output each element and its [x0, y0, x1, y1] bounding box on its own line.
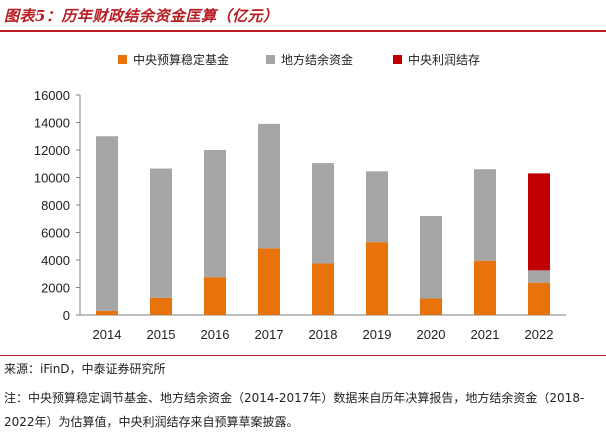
legend-swatch	[393, 55, 402, 64]
bar-segment	[528, 173, 550, 271]
y-tick-label: 2000	[41, 281, 70, 296]
bar-segment	[96, 136, 118, 311]
stacked-bar-chart: 中央预算稳定基金 地方结余资金 中央利润结存 0 2000 4000 6000 8000 10…	[34, 52, 566, 342]
x-tick-label: 2022	[525, 327, 554, 342]
legend-label: 中央利润结存	[408, 52, 480, 67]
x-tick-label: 2018	[309, 327, 338, 342]
footer-divider	[0, 355, 606, 356]
bars	[96, 123, 550, 315]
bar-segment	[312, 163, 334, 264]
bar-segment	[366, 242, 388, 315]
y-tick-label: 10000	[34, 171, 70, 186]
bar-segment	[150, 297, 172, 315]
bar-segment	[204, 277, 226, 315]
bar-segment	[420, 298, 442, 315]
legend-swatch	[118, 55, 127, 64]
bar-segment	[528, 270, 550, 283]
x-tick-label: 2019	[363, 327, 392, 342]
x-tick-label: 2017	[255, 327, 284, 342]
y-tick-label: 0	[63, 308, 70, 323]
legend-label: 地方结余资金	[281, 52, 353, 67]
bar-segment	[420, 216, 442, 299]
bar-segment	[150, 168, 172, 298]
y-tick-label: 16000	[34, 88, 70, 103]
bar-segment	[96, 310, 118, 315]
x-tick-label: 2014	[93, 327, 122, 342]
bar-segment	[366, 171, 388, 243]
y-axis: 0 2000 4000 6000 8000 10000 12000 14000 16000	[34, 88, 81, 323]
x-axis: 2014 2015 2016 2017 2018 2019 2020 2021 2022	[80, 314, 566, 342]
y-tick-label: 12000	[34, 143, 70, 158]
title-divider	[0, 30, 606, 32]
legend: 中央预算稳定基金 地方结余资金 中央利润结存	[118, 52, 480, 67]
legend-label: 中央预算稳定基金	[133, 52, 229, 67]
bar-segment	[312, 263, 334, 315]
chart-title: 图表5：历年财政结余资金匡算（亿元）	[4, 6, 279, 25]
legend-swatch	[266, 55, 275, 64]
x-tick-label: 2015	[147, 327, 176, 342]
y-tick-label: 4000	[41, 253, 70, 268]
bar-segment	[474, 260, 496, 315]
bar-segment	[474, 169, 496, 261]
bar-segment	[204, 150, 226, 278]
title-bar: 图表5：历年财政结余资金匡算（亿元）	[0, 0, 606, 30]
y-tick-label: 14000	[34, 116, 70, 131]
note-text: 注：中央预算稳定调节基金、地方结余资金（2014-2017年）数据来自历年决算报…	[4, 391, 585, 429]
x-tick-label: 2016	[201, 327, 230, 342]
bar-segment	[528, 282, 550, 315]
bar-segment	[258, 123, 280, 249]
source-text: 来源：iFinD，中泰证券研究所	[4, 362, 166, 376]
x-tick-label: 2020	[417, 327, 446, 342]
y-tick-label: 6000	[41, 226, 70, 241]
y-tick-label: 8000	[41, 198, 70, 213]
x-tick-label: 2021	[471, 327, 500, 342]
bar-segment	[258, 248, 280, 315]
